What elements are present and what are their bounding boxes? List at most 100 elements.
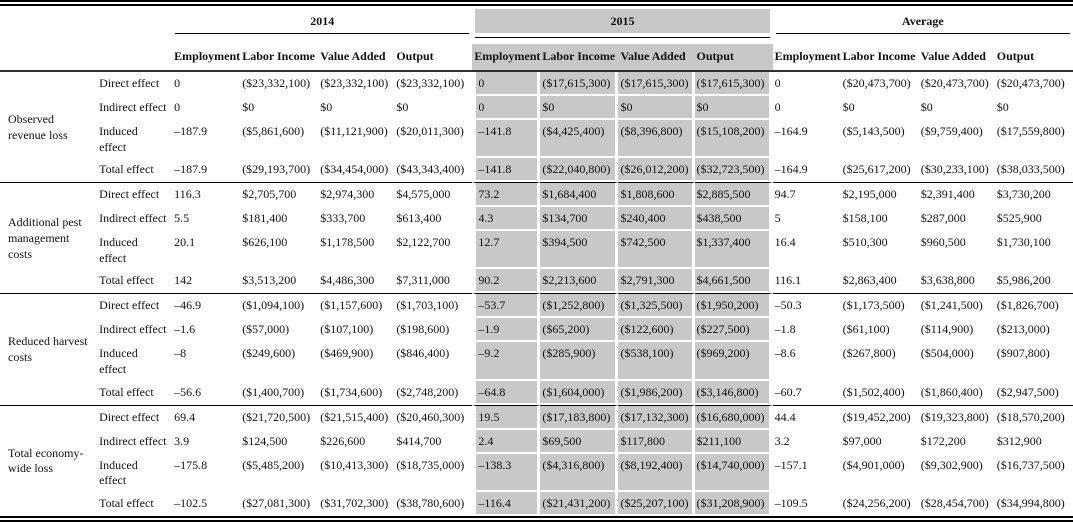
cell-2014-value-added: ($107,100) xyxy=(320,322,374,337)
cell-2014-employment: –187.9 xyxy=(174,162,208,177)
corner-cell xyxy=(0,6,172,44)
cell-2015-labor-income: ($17,183,800) xyxy=(540,404,619,430)
effect-label: Indirect effect xyxy=(99,100,167,114)
col-header-2014-value-added: Value Added xyxy=(318,44,395,72)
cell-avg-employment: 3.2 xyxy=(774,433,790,448)
cell-2014-output: ($20,460,300) xyxy=(394,404,473,430)
cell-2015-output: $438,500 xyxy=(694,207,773,232)
effect-label: Direct effect xyxy=(96,293,173,318)
cell-2015-value-added: ($8,396,800) xyxy=(618,120,695,159)
cell-2015-value-added: $2,791,300 xyxy=(618,269,695,294)
effect-label: Indirect effect xyxy=(99,211,167,226)
cell-avg-value-added: $3,638,800 xyxy=(920,273,975,288)
year-2014-header: 2014 xyxy=(172,6,472,44)
col-header-2014-output: Output xyxy=(394,44,473,72)
cell-avg-employment: 5 xyxy=(774,211,781,226)
table-row: Indirect effect 3.9 $124,500 $226,600 $4… xyxy=(0,429,1073,454)
effect-label: Indirect effect xyxy=(99,433,167,448)
cell-2015-employment: 0 xyxy=(472,72,541,96)
cell-2014-employment: –46.9 xyxy=(172,293,241,318)
cell-2015-value-added: ($538,100) xyxy=(618,342,695,381)
cell-avg-value-added: ($9,759,400) xyxy=(920,124,983,138)
cell-avg-value-added: ($9,302,900) xyxy=(920,457,983,472)
cell-2014-employment: –175.8 xyxy=(174,457,208,472)
year-rule xyxy=(175,33,470,34)
cell-2015-employment: –141.8 xyxy=(472,158,541,183)
cell-2014-output: ($43,343,400) xyxy=(396,162,465,177)
cell-2014-employment: –102.5 xyxy=(174,495,208,510)
cell-2015-employment: 0 xyxy=(472,96,541,120)
cell-2015-employment: –53.7 xyxy=(472,293,541,319)
table-row: Reduced harvest costs Direct effect –46.… xyxy=(0,293,1073,364)
table-row: Total effect –187.9 ($29,193,700) ($34,4… xyxy=(0,158,1073,183)
cell-2015-employment: 12.7 xyxy=(472,231,541,270)
cell-2015-labor-income: ($65,200) xyxy=(540,318,619,343)
cell-avg-value-added: $0 xyxy=(920,100,933,114)
cell-avg-output: ($16,737,500) xyxy=(996,457,1065,472)
col-header-2015-output: Output xyxy=(694,44,773,72)
cell-avg-value-added: ($20,473,700) xyxy=(920,76,989,90)
table-row: Observed revenue loss Direct effect 0 ($… xyxy=(0,72,1073,142)
cell-2014-output: $2,122,700 xyxy=(396,235,451,250)
cell-avg-labor-income: ($24,256,200) xyxy=(842,495,911,510)
effect-label: Indirect effect xyxy=(99,322,167,337)
cell-2014-labor-income: ($5,861,600) xyxy=(242,124,305,138)
cell-2015-labor-income: ($21,431,200) xyxy=(540,491,619,516)
cell-avg-employment: 94.7 xyxy=(772,182,841,207)
cell-avg-output: $312,900 xyxy=(996,433,1042,448)
cell-2014-labor-income: ($23,332,100) xyxy=(242,76,311,90)
cell-avg-output: $5,986,200 xyxy=(996,273,1051,288)
cell-2014-output: $414,700 xyxy=(396,433,442,448)
cell-2014-labor-income: ($29,193,700) xyxy=(242,162,311,177)
cell-avg-employment: –164.9 xyxy=(774,162,808,177)
cell-avg-employment: –1.8 xyxy=(774,322,796,337)
col-header-2015-labor-income: Labor Income xyxy=(540,44,619,72)
table-row: Indirect effect –1.6 ($57,000) ($107,100… xyxy=(0,318,1073,343)
cell-2015-output: $2,885,500 xyxy=(694,182,773,208)
col-header-2014-labor-income: Labor Income xyxy=(240,44,319,72)
effect-label: Direct effect xyxy=(99,76,160,90)
cell-avg-employment: –8.6 xyxy=(774,346,796,361)
cell-2014-value-added: ($34,454,000) xyxy=(320,162,389,177)
cell-2015-output: ($14,740,000) xyxy=(694,453,773,492)
table-row: Total effect 142 $3,513,200 $4,486,300 $… xyxy=(0,269,1073,294)
cell-avg-labor-income: ($61,100) xyxy=(842,322,890,337)
cell-avg-labor-income: ($19,452,200) xyxy=(840,404,919,430)
cell-2015-labor-income: ($1,252,800) xyxy=(540,293,619,319)
table-row: Indirect effect 0 $0 $0 $0 0 $0 $0 $0 0 … xyxy=(0,96,1073,120)
cell-2015-labor-income: ($1,604,000) xyxy=(540,380,619,405)
cell-2014-value-added: ($1,734,600) xyxy=(320,384,383,399)
cell-2014-value-added: ($23,332,100) xyxy=(320,76,389,90)
cell-avg-output: ($17,559,800) xyxy=(996,124,1065,138)
effect-label-text: Induced effect xyxy=(99,124,138,154)
cell-2014-labor-income: $3,513,200 xyxy=(242,273,297,288)
year-label: 2014 xyxy=(310,14,335,28)
cell-2014-labor-income: ($1,094,100) xyxy=(240,293,319,318)
cell-2015-value-added: ($1,986,200) xyxy=(618,380,695,405)
cell-avg-labor-income: $2,863,400 xyxy=(842,273,897,288)
cell-2015-output: ($3,146,800) xyxy=(694,380,773,405)
cell-2015-employment: –141.8 xyxy=(472,120,541,159)
cell-2014-value-added: ($21,515,400) xyxy=(318,404,395,430)
cell-2015-output: $1,337,400 xyxy=(694,231,773,270)
cell-avg-employment: 116.1 xyxy=(774,273,802,288)
cell-2015-employment: –116.4 xyxy=(472,491,541,516)
cell-avg-output: $0 xyxy=(996,100,1009,114)
cell-2015-output: ($32,723,500) xyxy=(694,158,773,183)
cell-2015-labor-income: $134,700 xyxy=(540,207,619,232)
cell-2015-labor-income: ($4,425,400) xyxy=(540,120,619,159)
effect-label: Total effect xyxy=(99,273,154,288)
cell-2015-employment: –64.8 xyxy=(472,380,541,405)
cell-avg-employment: –157.1 xyxy=(774,457,808,472)
cell-avg-employment: 0 xyxy=(774,76,781,90)
cell-avg-employment: 16.4 xyxy=(774,235,796,250)
cell-2014-output: ($1,703,100) xyxy=(394,293,473,318)
cell-2014-employment: –56.6 xyxy=(174,384,202,399)
cell-2014-value-added: ($31,702,300) xyxy=(320,495,389,510)
cell-2015-labor-income: ($4,316,800) xyxy=(540,453,619,492)
cell-2014-value-added: $2,974,300 xyxy=(318,182,395,207)
cell-2015-output: ($17,615,300) xyxy=(694,72,773,96)
cell-avg-employment: –109.5 xyxy=(774,495,808,510)
cell-2014-labor-income: ($57,000) xyxy=(242,322,290,337)
